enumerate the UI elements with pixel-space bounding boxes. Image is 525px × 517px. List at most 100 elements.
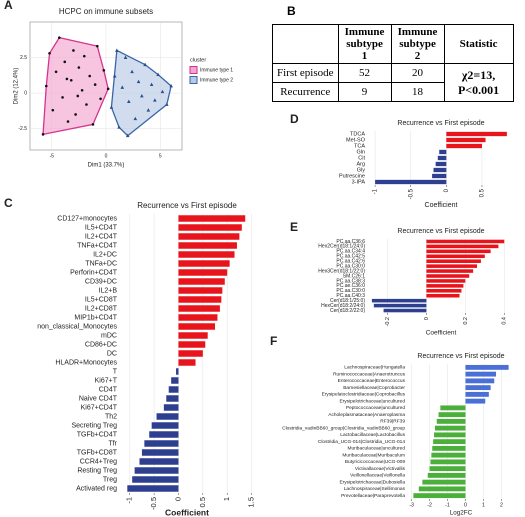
category-label: Activated reg <box>76 485 117 492</box>
bar <box>375 179 447 185</box>
x-tick-label: 0 <box>444 188 450 192</box>
bar <box>178 215 246 222</box>
point <box>117 125 121 129</box>
panel-letter: B <box>287 4 296 18</box>
bar <box>178 323 216 330</box>
category-label: IL2+CD8T <box>85 305 118 312</box>
point <box>80 88 84 92</box>
bar <box>139 458 179 465</box>
bar <box>439 149 447 155</box>
category-label: Lachnospiraceae|Sellimonas <box>344 486 406 492</box>
x-tick-label: 0.4 <box>502 317 508 325</box>
chart-title: Recurrence vs First episode <box>397 228 484 235</box>
category-label: CD4T <box>99 386 118 393</box>
cell: 20 <box>390 63 445 83</box>
row: Recurrence 9 18 <box>272 82 514 102</box>
bar <box>433 167 447 173</box>
bar <box>141 449 179 456</box>
point <box>169 84 173 88</box>
point <box>77 66 81 69</box>
bar <box>178 269 228 276</box>
category-label: Erysipelatoclostridiaceae|Coprobacillus <box>322 392 406 398</box>
category-label: HLADR+Monocytes <box>55 359 117 366</box>
point <box>88 74 92 78</box>
category-label: TCA <box>354 143 365 149</box>
bar <box>422 479 466 485</box>
x-tick-label: -5 <box>49 153 54 159</box>
category-label: PC.aa.C38:3 <box>336 278 365 284</box>
bar <box>178 224 242 231</box>
category-label: 3-IPA <box>352 179 366 185</box>
chart-title: HCPC on immune subsets <box>59 7 153 16</box>
point <box>143 62 147 67</box>
header-cell: Statistic <box>443 24 514 64</box>
point <box>149 82 154 86</box>
bar <box>178 350 203 357</box>
bar <box>176 368 179 375</box>
category-label: MIP1b+CD4T <box>74 314 117 321</box>
row-label: First episode <box>272 63 339 83</box>
panel-letter: C <box>4 196 13 210</box>
bar <box>413 493 466 499</box>
category-label: Peptococcaceae|uncultured <box>346 405 405 411</box>
point <box>41 133 45 136</box>
x-tick-label: -3 <box>409 502 414 508</box>
category-label: Treg <box>103 476 117 483</box>
bar <box>432 173 447 179</box>
chart-title: Recurrence vs First episode <box>397 120 484 127</box>
category-label: Hex2Cer(d18:1/24:0) <box>318 244 365 250</box>
category-label: IL2+B <box>99 287 118 294</box>
point <box>65 77 69 81</box>
category-label: Th2 <box>105 413 117 420</box>
x-tick-label: -1 <box>373 188 379 194</box>
category-label: CD39+DC <box>85 278 117 285</box>
bar <box>426 264 478 268</box>
x-tick-label: 0 <box>464 502 467 508</box>
point <box>61 96 64 99</box>
bar <box>178 341 206 348</box>
bar <box>465 385 491 391</box>
x-tick-label: 5 <box>159 153 162 159</box>
bar <box>429 466 466 472</box>
panel-letter: D <box>290 112 299 126</box>
category-label: non_classical_Monocytes <box>37 323 117 330</box>
category-label: Ki67+T <box>95 377 118 384</box>
bar <box>434 425 466 431</box>
category-label: PC.aa.C36:6 <box>336 239 365 245</box>
bar <box>430 459 466 465</box>
point <box>106 87 110 91</box>
bar <box>465 371 497 377</box>
point <box>133 116 138 121</box>
bar <box>436 418 466 424</box>
point <box>63 60 67 64</box>
bar <box>426 274 470 278</box>
category-label: Ruminococcaceae|Anaerotruncus <box>333 371 406 377</box>
chart-title: Recurrence vs First episode <box>417 353 504 360</box>
bar <box>438 412 466 418</box>
category-label: PC.ae.C36:0 <box>336 283 365 289</box>
bar <box>426 244 499 249</box>
category-label: IL5+CD8T <box>85 296 118 303</box>
category-label: mDC <box>101 332 117 339</box>
x-axis-label: Coefficient <box>165 507 209 517</box>
category-label: Muribaculaceae|uncultured <box>347 446 405 452</box>
header-cell: Immune subtype 1 <box>337 24 392 64</box>
bar <box>426 239 505 244</box>
category-label: Clostridia_UCG-014|Clostridia_UCG-014 <box>318 439 405 445</box>
bar <box>465 391 489 397</box>
legend-title: cluster <box>190 57 206 63</box>
point <box>140 93 144 98</box>
bar <box>171 377 179 384</box>
x-tick-label: 0 <box>105 153 108 159</box>
point <box>136 79 141 84</box>
bar <box>465 398 486 404</box>
point <box>48 51 51 55</box>
header-cell: Immune subtype 2 <box>390 24 445 64</box>
point <box>51 108 55 112</box>
point <box>66 120 70 123</box>
category-label: PC.aa.C30:0 <box>336 263 365 269</box>
x-tick-label: 1 <box>482 502 485 508</box>
x-tick-label: 0.2 <box>463 317 469 325</box>
bar <box>178 242 237 249</box>
